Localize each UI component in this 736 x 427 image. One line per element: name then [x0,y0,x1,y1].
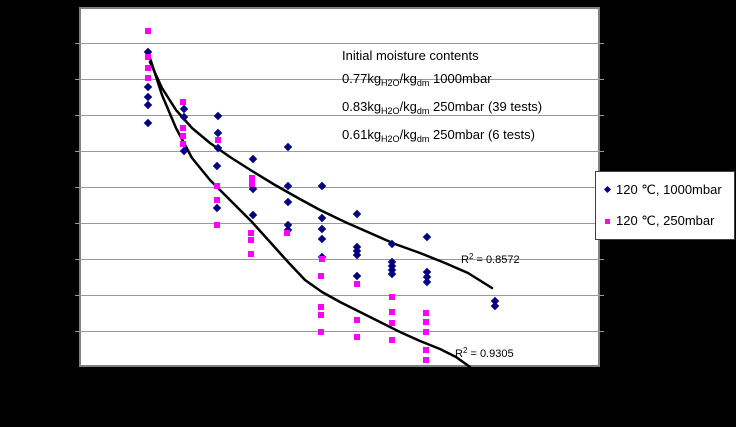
text-subscript: H2O [381,134,400,144]
data-point-square [214,222,220,228]
data-point-square [180,99,186,105]
text-segment: = 0.8572 [473,254,520,266]
gridline [75,151,604,152]
text-segment: /kg [399,127,417,142]
data-point-square [318,312,324,318]
text-segment: = 0.9305 [467,348,514,360]
data-point-square [249,181,255,187]
legend-label: 120 ℃, 1000mbar [616,181,722,197]
data-point-square [423,329,429,335]
gridline [75,43,604,44]
data-point-square [180,125,186,131]
data-point-square [145,28,151,34]
gridline [75,79,604,80]
data-point-square [145,65,151,71]
data-point-square [249,175,255,181]
gridline [75,259,604,260]
square-marker-icon [605,218,610,224]
data-point-square [284,230,290,236]
data-point-square [423,319,429,325]
data-point-square [389,320,395,326]
data-point-square [423,310,429,316]
text-superscript: 2 [468,252,474,261]
data-point-square [248,251,254,257]
text-superscript: 2 [462,346,468,355]
legend-label: 120 ℃, 250mbar [616,213,715,229]
legend-item-1000mbar: 120 ℃, 1000mbar [596,182,734,198]
data-point-square [319,256,325,262]
r-squared-label-250mbar: R2 = 0.9305 [455,346,514,360]
data-point-square [214,197,220,203]
data-point-square [389,294,395,300]
text-subscript: H2O [381,78,400,88]
gridline [75,331,604,332]
data-point-square [318,304,324,310]
text-segment: 0.77 [342,71,368,86]
annotation-line-1: 0.77kgH2O/kgdm 1000mbar [342,67,542,95]
text-subscript: H2O [381,106,400,116]
data-point-square [354,317,360,323]
text-segment: kg [367,99,382,114]
gridline [75,115,604,116]
data-point-square [180,133,186,139]
text-segment: 0.61 [342,127,368,142]
legend: 120 ℃, 1000mbar 120 ℃, 250mbar [595,171,735,240]
data-point-square [389,309,395,315]
text-subscript: dm [416,78,430,88]
r-squared-label-1000mbar: R2 = 0.8572 [461,252,520,266]
text-segment: kg [367,127,382,142]
data-point-square [318,329,324,335]
data-point-square [145,54,151,60]
data-point-square [214,183,220,189]
text-segment: 1000mbar [429,71,492,86]
text-segment: /kg [399,99,417,114]
gridline [75,187,604,188]
gridline [75,223,604,224]
legend-item-250mbar: 120 ℃, 250mbar [596,213,734,229]
text-subscript: dm [416,134,430,144]
data-point-square [215,137,221,143]
data-point-square [389,337,395,343]
data-point-square [318,273,324,279]
trendline-1000mbar [148,60,494,290]
trendline-250mbar [148,56,472,369]
data-point-square [248,230,254,236]
text-segment: kg [367,71,382,86]
text-segment: 0.83 [342,99,368,114]
text-segment: R [455,348,463,360]
annotation-title: Initial moisture contents [342,48,479,63]
data-point-square [248,237,254,243]
data-point-square [423,357,429,363]
annotation-initial-moisture: Initial moisture contents 0.77kgH2O/kgdm… [342,44,542,151]
gridline [75,295,604,296]
annotation-line-2: 0.83kgH2O/kgdm 250mbar (39 tests) [342,95,542,123]
diamond-marker-icon [603,186,612,194]
data-point-square [354,334,360,340]
text-subscript: dm [416,106,430,116]
text-segment: /kg [399,71,417,86]
text-segment: 250mbar (39 tests) [429,99,543,114]
text-segment: R [461,254,469,266]
data-point-square [354,281,360,287]
text-segment: 250mbar (6 tests) [429,127,535,142]
annotation-line-3: 0.61kgH2O/kgdm 250mbar (6 tests) [342,123,542,151]
data-point-square [180,141,186,147]
data-point-square [423,347,429,353]
data-point-square [145,75,151,81]
